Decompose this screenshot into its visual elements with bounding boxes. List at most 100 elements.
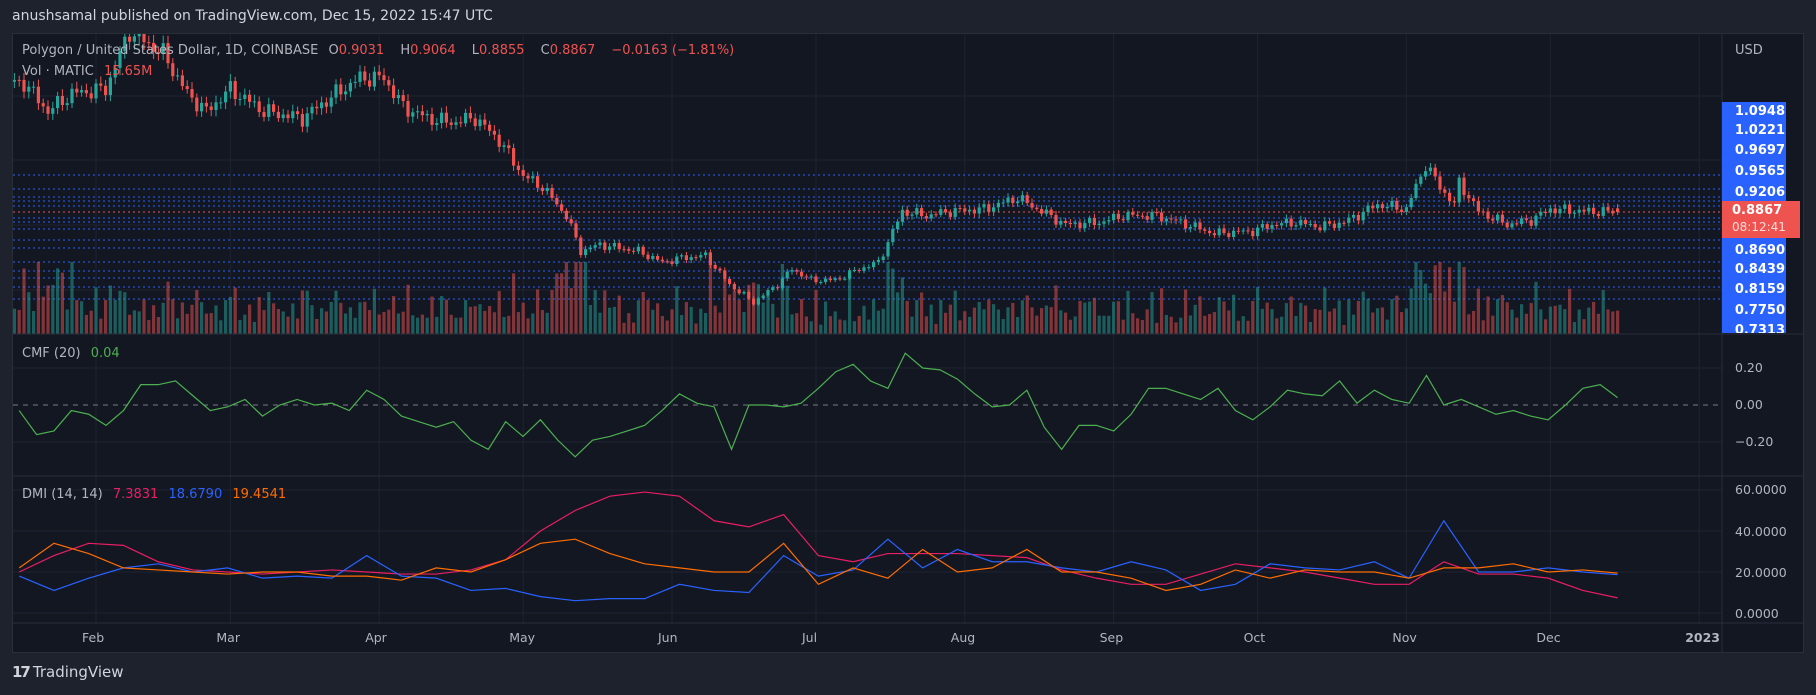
volume-bar [689, 306, 693, 334]
candle-up [411, 112, 415, 117]
volume-bar [670, 309, 674, 334]
candle-down [1491, 218, 1495, 221]
volume-bar [564, 262, 568, 334]
open-value: 0.9031 [338, 43, 385, 58]
volume-bar [320, 308, 324, 334]
candle-up [161, 43, 165, 54]
currency-label[interactable]: USD [1735, 43, 1763, 58]
volume-bar [800, 298, 804, 334]
price-line-label: 1.0948 [1734, 104, 1785, 119]
volume-bar [646, 299, 650, 334]
tradingview-logo[interactable]: 17 TradingView [12, 663, 124, 681]
candle-up [358, 71, 362, 82]
candles [13, 34, 1620, 306]
candle-up [1404, 207, 1408, 212]
candle-down [1131, 212, 1135, 215]
volume-bar [848, 275, 852, 334]
candle-down [1236, 230, 1240, 232]
dmi-legend[interactable]: DMI (14, 14) 7.3831 18.6790 19.4541 [22, 487, 292, 502]
candle-up [1280, 223, 1284, 226]
candle-up [1385, 206, 1389, 209]
candle-up [1260, 224, 1264, 228]
symbol-legend[interactable]: Polygon / United States Dollar, 1D, COIN… [22, 43, 740, 58]
volume-bar [473, 306, 477, 334]
candle-up [1558, 208, 1562, 214]
candle-up [348, 82, 352, 92]
volume-bar [1059, 310, 1063, 334]
volume-bar [536, 289, 540, 334]
volume-bar [310, 305, 314, 334]
volume-bar [915, 300, 919, 334]
volume-bar [108, 285, 112, 334]
candle-up [891, 229, 895, 243]
volume-bar [420, 314, 424, 334]
volume-bar [156, 317, 160, 334]
candle-down [1529, 220, 1533, 226]
candle-up [819, 282, 823, 284]
volume-bar [344, 313, 348, 334]
volume-bar [180, 302, 184, 334]
volume-bar [617, 295, 621, 334]
volume-bar [1083, 302, 1087, 334]
candle-up [1539, 211, 1543, 216]
candle-down [1227, 233, 1231, 237]
volume-bar [699, 308, 703, 334]
candle-up [1044, 209, 1048, 214]
volume-bar [358, 302, 362, 334]
volume-bar [1131, 313, 1135, 334]
volume-bar [684, 302, 688, 334]
time-axis-label: Sep [1099, 630, 1124, 645]
volume-bar [819, 324, 823, 334]
current-price-tag: 0.8867 08:12:41 [1722, 201, 1800, 238]
candle-down [737, 289, 741, 294]
candle-up [454, 122, 458, 125]
candle-up [334, 84, 338, 98]
volume-bar [396, 313, 400, 334]
candle-down [972, 209, 976, 214]
volume-bar [123, 292, 127, 334]
cmf-line [18, 352, 1618, 458]
candle-down [920, 208, 924, 217]
volume-bar [214, 305, 218, 334]
volume-legend[interactable]: Vol · MATIC 15.65M [22, 64, 158, 79]
volume-bar [1073, 316, 1077, 334]
volume-bar [1558, 304, 1562, 334]
volume-bar [900, 277, 904, 334]
candle-up [780, 278, 784, 289]
candle-down [536, 176, 540, 188]
candle-down [382, 75, 386, 81]
candle-down [1452, 201, 1456, 203]
candle-down [1433, 167, 1437, 177]
candle-up [852, 269, 856, 271]
volume-bar [1457, 262, 1461, 334]
candle-down [430, 113, 434, 125]
candle-up [1179, 219, 1183, 221]
candle-up [953, 208, 957, 217]
time-axis-label: Mar [216, 630, 240, 645]
candle-down [1212, 233, 1216, 236]
candle-up [1006, 197, 1010, 203]
volume-bar [608, 307, 612, 334]
volume-bar [632, 322, 636, 334]
volume-bar [752, 282, 756, 334]
volume-bar [152, 305, 156, 334]
candle-down [1448, 192, 1452, 202]
cmf-legend[interactable]: CMF (20) 0.04 [22, 346, 126, 361]
volume-bar [1596, 313, 1600, 334]
volume-bar [603, 290, 607, 334]
volume-bar [1246, 320, 1250, 334]
volume-bar [771, 303, 775, 334]
candle-up [608, 246, 612, 250]
volume-bar [1544, 319, 1548, 334]
volume-bar [1006, 307, 1010, 334]
volume-bar [1016, 316, 1020, 334]
volume-bar [32, 311, 36, 334]
candle-up [1126, 212, 1130, 221]
candle-up [1112, 213, 1116, 221]
candle-down [296, 111, 300, 115]
candle-up [1457, 177, 1461, 203]
candle-down [36, 86, 40, 104]
time-axis-label: Jul [802, 630, 818, 645]
candle-down [1208, 230, 1212, 234]
